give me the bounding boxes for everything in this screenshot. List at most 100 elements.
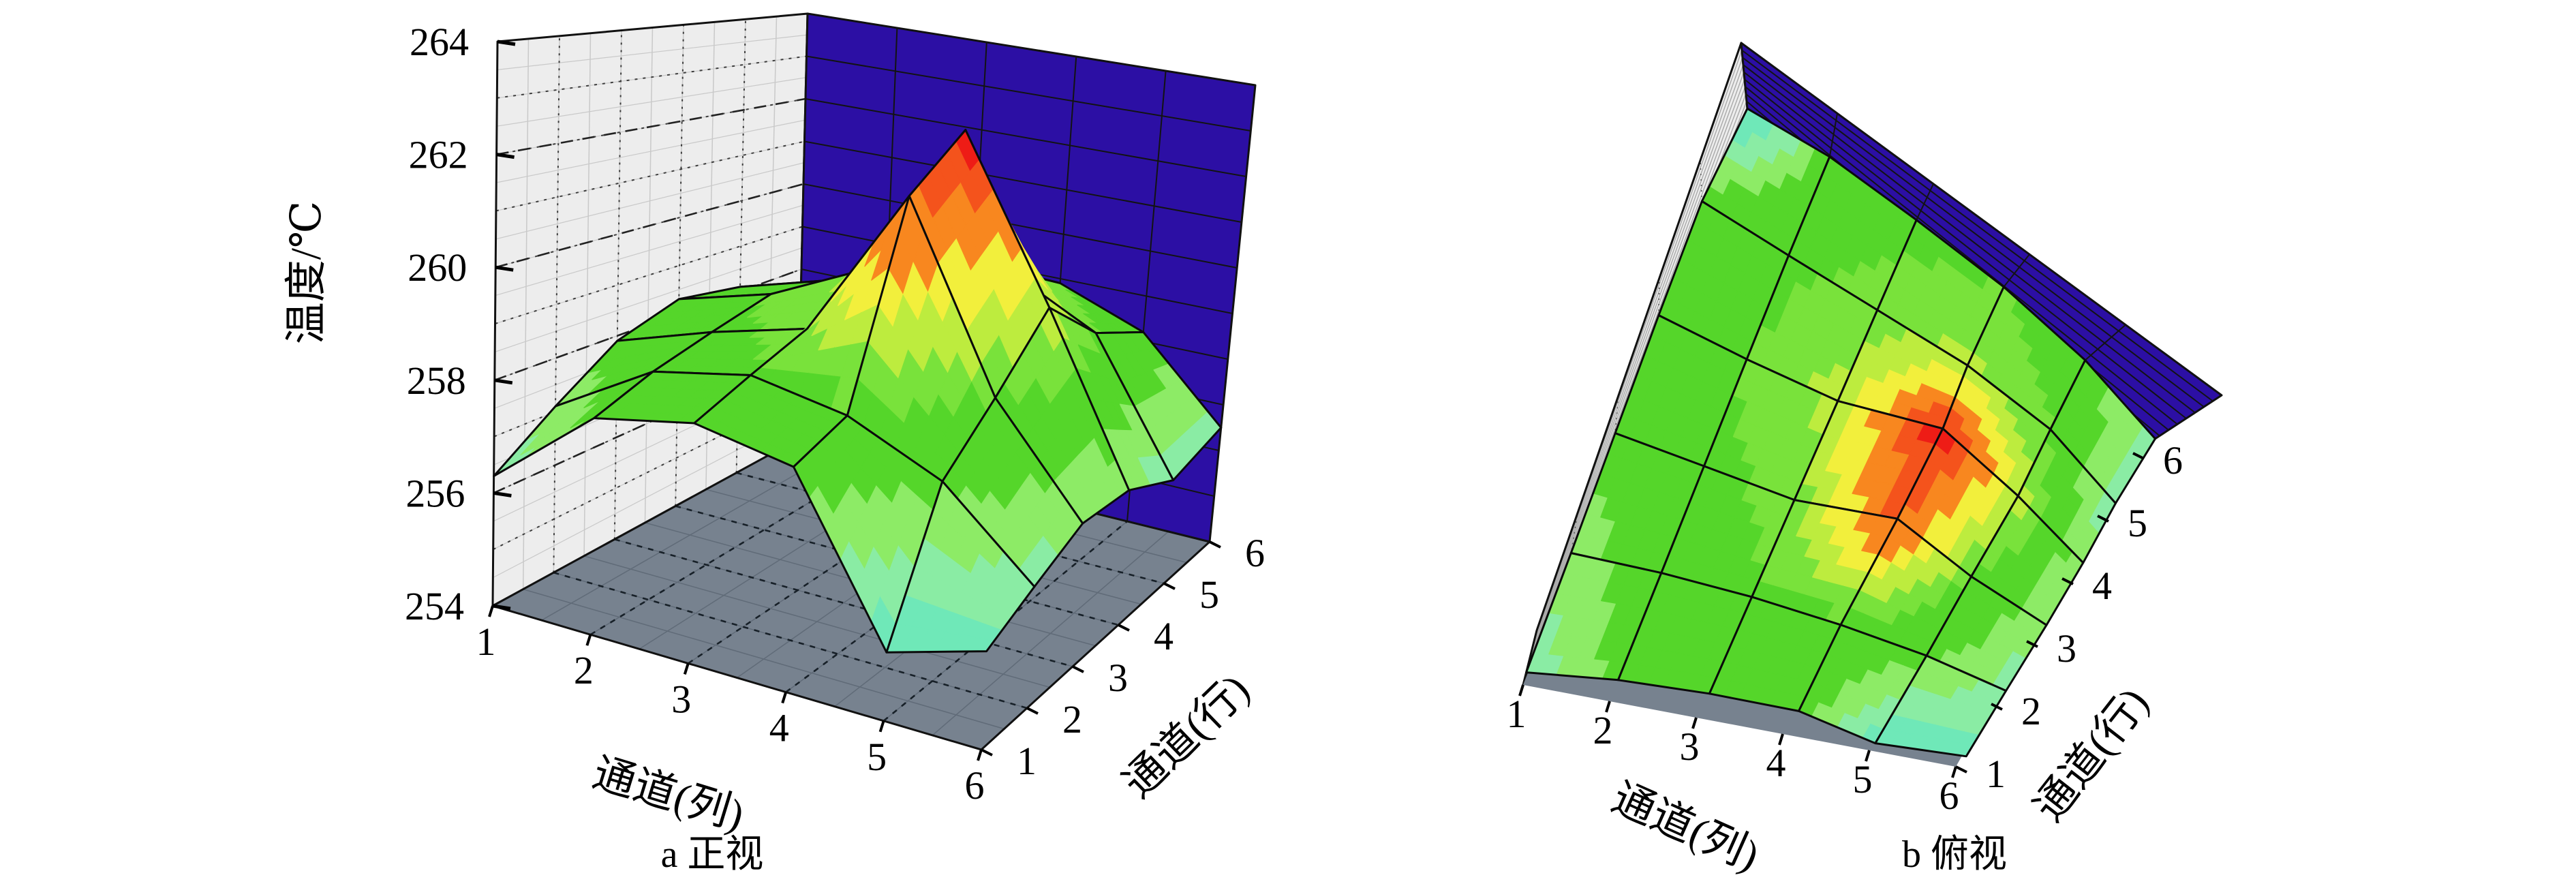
x-tick-label: 1 — [476, 619, 496, 664]
x-tick — [781, 692, 788, 704]
grid-line — [1529, 79, 1745, 658]
x-tick-label: 2 — [574, 648, 594, 692]
surface-cell — [1657, 200, 1790, 361]
grid-line — [553, 571, 1028, 709]
x-tick — [1865, 750, 1871, 762]
y-tick-label: 2 — [2021, 689, 2041, 733]
y-tick-label: 3 — [2057, 626, 2076, 671]
z-tick-label: 258 — [407, 358, 466, 403]
surface-cell — [1703, 358, 1839, 502]
surface-cell — [1925, 575, 2048, 692]
caption-a: a 正视 — [661, 833, 764, 876]
x-tick — [585, 634, 592, 646]
surface-cell — [793, 414, 944, 654]
surface-cell — [2049, 359, 2156, 504]
surface-cell-outline — [1874, 654, 2008, 758]
grid-line — [675, 25, 684, 506]
surface-cell — [1966, 286, 2087, 431]
grid-line — [1533, 57, 1743, 642]
surface-cell — [593, 370, 752, 425]
y-tick — [2097, 515, 2109, 523]
surface-mesh — [1525, 107, 2156, 758]
surface-cell — [885, 480, 1036, 654]
x-tick-label: 3 — [671, 677, 691, 721]
grid-line — [806, 55, 1251, 132]
y-tick — [1072, 665, 1084, 673]
y-tick — [2026, 640, 2038, 648]
z-axis-title: 温度/℃ — [283, 201, 330, 345]
surface-cell — [1094, 331, 1223, 482]
grid-line — [497, 55, 807, 99]
x-axis-title-a: 通道(列) — [587, 750, 749, 839]
z-tick — [497, 40, 516, 46]
z-tick — [494, 378, 513, 385]
x-tick-label: 5 — [1853, 757, 1873, 801]
z-tick — [496, 153, 515, 159]
grid-line — [495, 226, 803, 324]
surface-cell — [1048, 306, 1175, 491]
x-tick — [878, 720, 885, 733]
x-tick-label: 4 — [1766, 741, 1786, 785]
y-tick — [1991, 703, 2003, 711]
grid-line — [583, 555, 1050, 688]
y-tick — [2061, 577, 2074, 585]
y-tick-label: 4 — [2092, 564, 2112, 608]
grid-line — [1742, 57, 2205, 408]
y-tick — [1955, 765, 1967, 774]
grid-line — [495, 183, 804, 269]
z-tick — [495, 265, 514, 272]
z-tick — [493, 491, 512, 497]
surface-cell — [693, 374, 848, 468]
y-tick-label: 5 — [1199, 572, 1219, 617]
y-tick-label: 5 — [2128, 501, 2147, 545]
grid-line — [804, 140, 1242, 223]
z-tick-label: 260 — [408, 245, 467, 290]
y-tick — [1209, 540, 1221, 549]
y-tick — [1163, 582, 1176, 590]
grid-line — [494, 247, 802, 352]
grid-line — [803, 183, 1238, 269]
caption-b: b 俯视 — [1902, 833, 2007, 876]
surface-cell — [1569, 432, 1705, 575]
y-tick — [981, 748, 993, 756]
y-tick-label: 6 — [1245, 531, 1265, 575]
z-tick-label: 264 — [410, 20, 469, 64]
x-tick-label: 2 — [1593, 708, 1613, 752]
y-tick-label: 4 — [1154, 614, 1174, 658]
grid-line — [1743, 64, 2196, 414]
surface-mesh — [493, 129, 1223, 654]
x-tick — [1778, 733, 1784, 746]
x-tick — [1518, 684, 1524, 696]
surface-cell — [846, 195, 996, 483]
grid-line — [1743, 72, 2187, 419]
surface-cell — [1970, 495, 2085, 626]
surface-cell — [1745, 254, 1879, 402]
grid-line — [496, 97, 806, 155]
surface-cell — [1874, 654, 2008, 758]
grid-line — [523, 588, 1005, 730]
x-tick — [977, 749, 983, 761]
z-tick-label: 256 — [405, 471, 465, 515]
x-tick-label: 3 — [1680, 724, 1700, 769]
grid-line — [496, 119, 806, 183]
y-tick-label: 1 — [1986, 752, 2006, 796]
y-tick — [2132, 452, 2145, 460]
x-tick-label: 6 — [1939, 774, 1959, 818]
surface-cell — [1525, 552, 1663, 682]
y-tick-label: 2 — [1062, 697, 1082, 741]
x-axis-title-b: 通道(列) — [1605, 774, 1765, 880]
grid-line — [1567, 512, 1578, 572]
y-tick-label: 6 — [2163, 438, 2183, 483]
grid-line — [496, 77, 806, 127]
grid-line — [495, 140, 805, 212]
x-tick — [488, 605, 494, 617]
y-tick — [1118, 624, 1130, 632]
y-tick-label: 1 — [1017, 739, 1037, 783]
z-tick — [492, 604, 511, 611]
surface-cell — [941, 397, 1084, 588]
z-tick-label: 262 — [409, 133, 468, 177]
grid-line — [1744, 78, 2178, 425]
x-tick — [1951, 766, 1957, 778]
